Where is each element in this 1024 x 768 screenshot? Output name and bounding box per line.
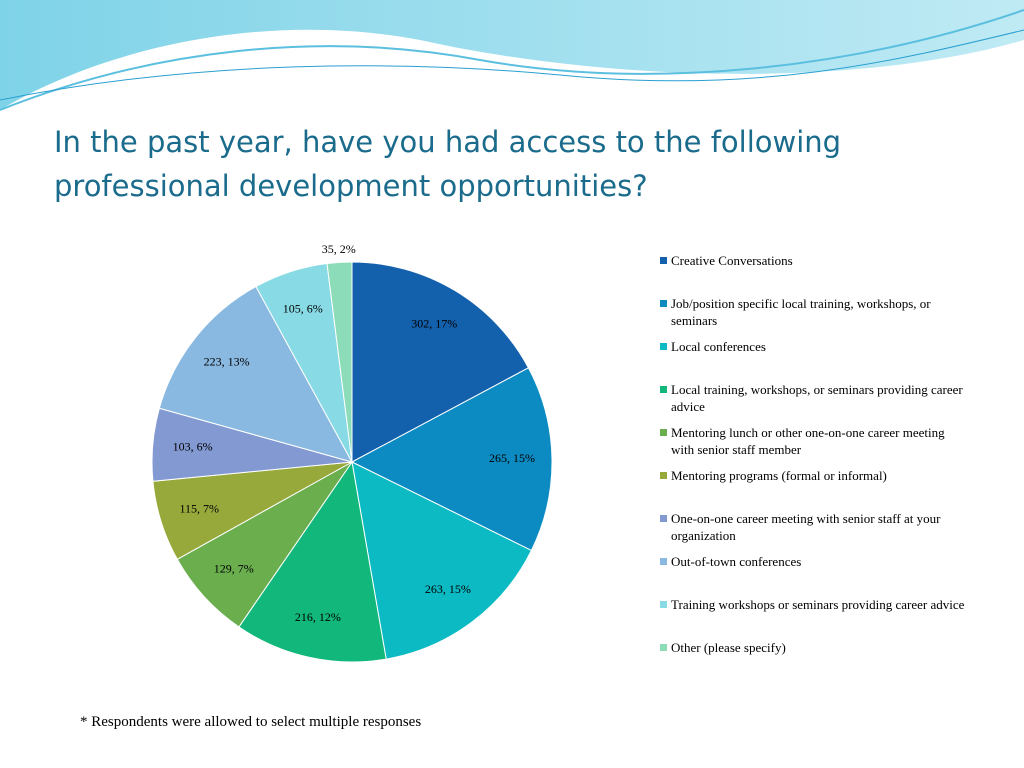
legend-item: Out-of-town conferences — [660, 553, 965, 570]
data-label: 103, 6% — [173, 440, 213, 454]
data-label: 265, 15% — [489, 451, 535, 465]
legend-label: Job/position specific local training, wo… — [671, 296, 931, 328]
legend-label: Creative Conversations — [671, 253, 793, 268]
legend-swatch — [660, 257, 667, 264]
legend-item: Local conferences — [660, 338, 965, 355]
data-label: 302, 17% — [411, 317, 457, 331]
legend-label: Local conferences — [671, 339, 766, 354]
legend-label: One-on-one career meeting with senior st… — [671, 511, 941, 543]
data-label: 129, 7% — [214, 562, 254, 576]
title: In the past year, have you had access to… — [54, 125, 842, 203]
legend-item: Mentoring lunch or other one-on-one care… — [660, 424, 965, 458]
pie-slice — [238, 460, 387, 663]
legend-swatch — [660, 515, 667, 522]
pie-slice — [350, 367, 553, 552]
legend-label: Out-of-town conferences — [671, 554, 802, 569]
legend-item: Creative Conversations — [660, 252, 965, 269]
data-label: 263, 15% — [425, 582, 471, 596]
header-line — [0, 29, 1024, 101]
legend-item: Other (please specify) — [660, 639, 965, 656]
header-line — [0, 9, 1024, 111]
legend-swatch — [660, 300, 667, 307]
pie-slice — [351, 461, 533, 660]
pie-slice — [351, 261, 530, 463]
legend-item: Training workshops or seminars providing… — [660, 596, 965, 613]
data-label: 115, 7% — [179, 501, 219, 515]
header-wave — [0, 0, 1024, 110]
footnote: * Respondents were allowed to select mul… — [80, 714, 422, 730]
legend-label: Mentoring lunch or other one-on-one care… — [671, 425, 945, 457]
legend-item: Local training, workshops, or seminars p… — [660, 381, 965, 415]
legend-label: Mentoring programs (formal or informal) — [671, 468, 887, 483]
legend-item: Job/position specific local training, wo… — [660, 295, 965, 329]
legend-swatch — [660, 343, 667, 350]
legend-item: One-on-one career meeting with senior st… — [660, 510, 965, 544]
legend-swatch — [660, 386, 667, 393]
legend-swatch — [660, 601, 667, 608]
legend-label: Training workshops or seminars providing… — [671, 597, 965, 612]
legend-swatch — [660, 558, 667, 565]
legend-item: Mentoring programs (formal or informal) — [660, 467, 965, 484]
legend-swatch — [660, 429, 667, 436]
data-label: 216, 12% — [295, 610, 341, 624]
data-label: 35, 2% — [322, 242, 356, 256]
legend-swatch — [660, 472, 667, 479]
legend-label: Other (please specify) — [671, 640, 786, 655]
legend-swatch — [660, 644, 667, 651]
pie-slice — [326, 261, 353, 463]
legend-label: Local training, workshops, or seminars p… — [671, 382, 963, 414]
data-label: 223, 13% — [204, 354, 250, 368]
data-label: 105, 6% — [283, 302, 323, 316]
pie-slice — [158, 285, 354, 463]
